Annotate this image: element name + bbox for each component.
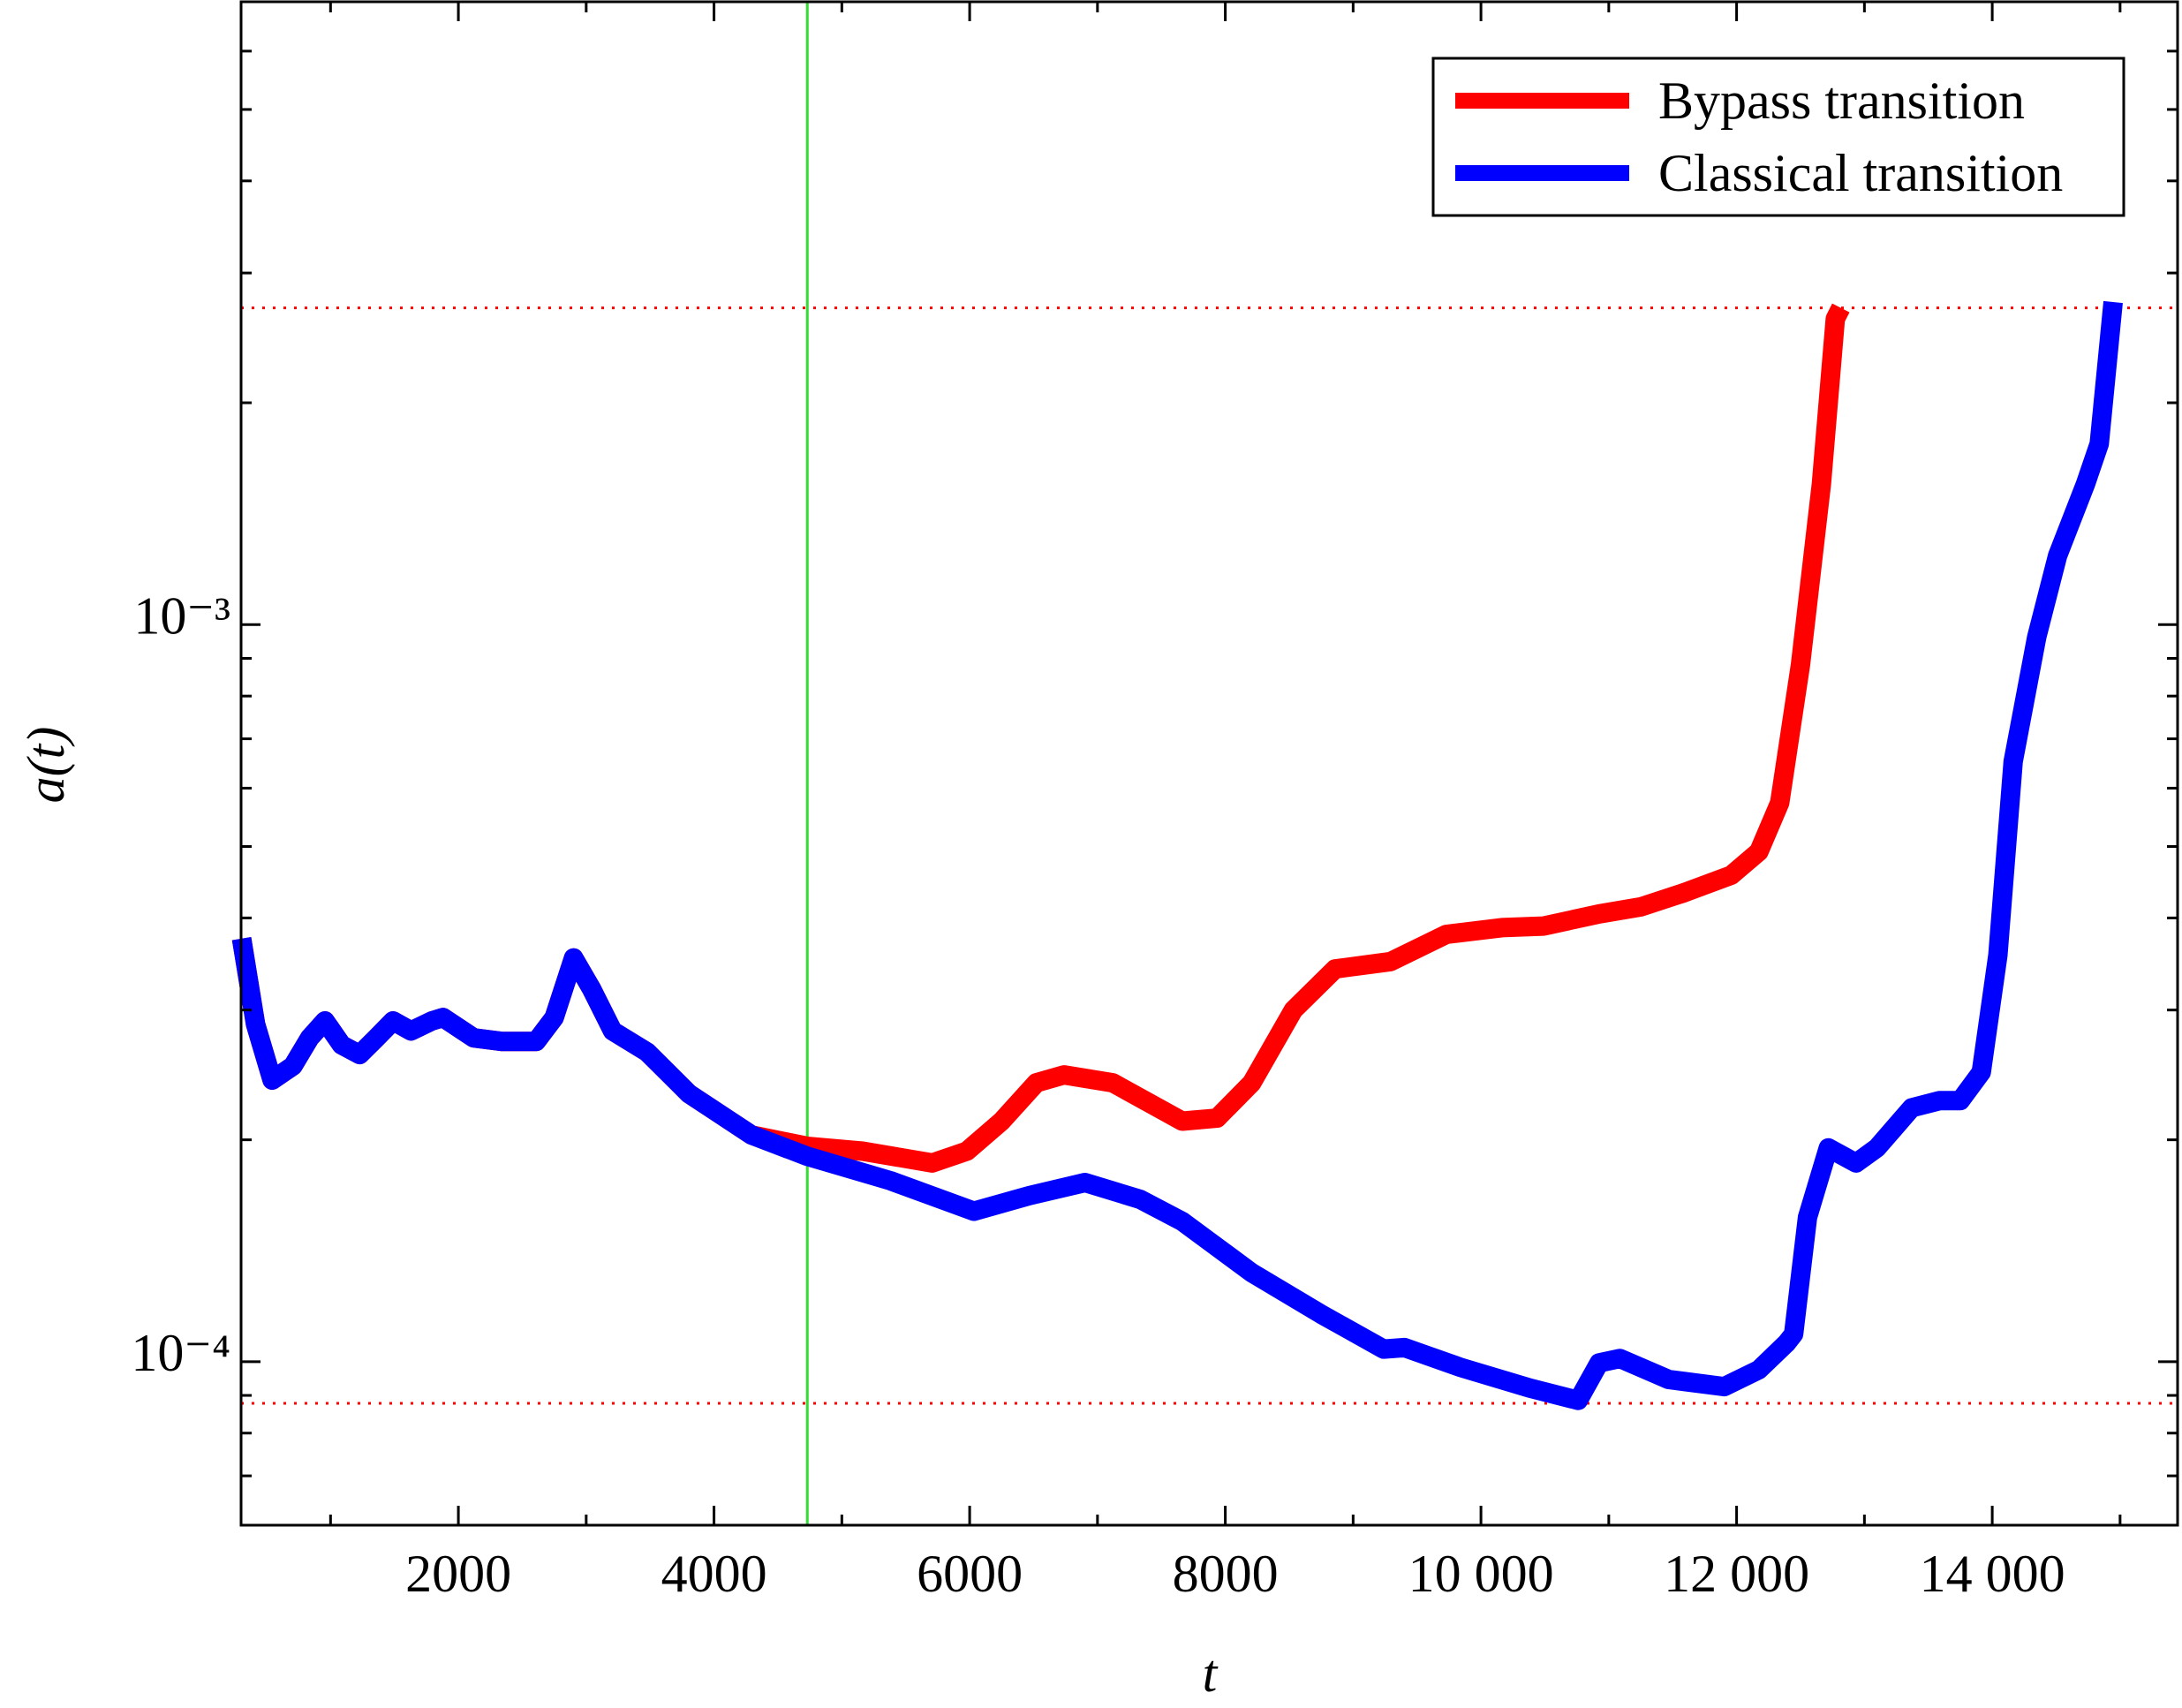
- legend-label: Classical transition: [1658, 144, 2063, 202]
- y-axis-label: a(t): [17, 727, 75, 804]
- legend-box: [1431, 57, 2125, 217]
- x-axis-label: t: [1203, 1644, 1219, 1703]
- x-tick-label: 8000: [1173, 1545, 1279, 1603]
- legend: Bypass transition Classical transition: [1431, 57, 2125, 217]
- x-tick-label: 6000: [917, 1545, 1023, 1603]
- series-line: [231, 300, 2123, 1410]
- x-tick-label: 4000: [661, 1545, 767, 1603]
- x-tick-label: 2000: [405, 1545, 511, 1603]
- x-tick-label: 14 000: [1920, 1545, 2065, 1603]
- y-tick-label: 10⁻⁴: [131, 1324, 230, 1382]
- plot-frame: [239, 0, 2179, 1527]
- legend-label: Bypass transition: [1658, 72, 2025, 130]
- x-tick-label: 12 000: [1664, 1545, 1809, 1603]
- y-tick-label: 10⁻³: [133, 586, 230, 645]
- x-tick-label: 10 000: [1408, 1545, 1554, 1603]
